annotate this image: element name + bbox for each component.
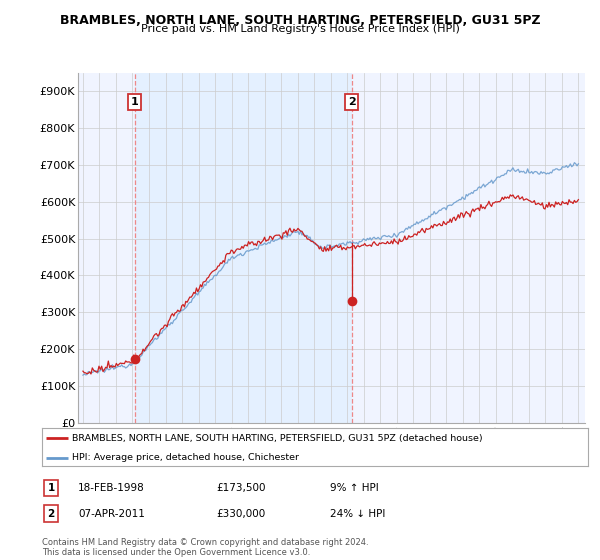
Text: Contains HM Land Registry data © Crown copyright and database right 2024.
This d: Contains HM Land Registry data © Crown c… xyxy=(42,538,368,557)
Text: 24% ↓ HPI: 24% ↓ HPI xyxy=(330,508,385,519)
Text: 2: 2 xyxy=(348,97,356,108)
Text: 9% ↑ HPI: 9% ↑ HPI xyxy=(330,483,379,493)
Text: 18-FEB-1998: 18-FEB-1998 xyxy=(78,483,145,493)
Text: 1: 1 xyxy=(131,97,139,108)
Text: £173,500: £173,500 xyxy=(216,483,265,493)
Text: 2: 2 xyxy=(47,508,55,519)
Text: £330,000: £330,000 xyxy=(216,508,265,519)
Text: 07-APR-2011: 07-APR-2011 xyxy=(78,508,145,519)
Text: BRAMBLES, NORTH LANE, SOUTH HARTING, PETERSFIELD, GU31 5PZ (detached house): BRAMBLES, NORTH LANE, SOUTH HARTING, PET… xyxy=(72,433,482,442)
Text: BRAMBLES, NORTH LANE, SOUTH HARTING, PETERSFIELD, GU31 5PZ: BRAMBLES, NORTH LANE, SOUTH HARTING, PET… xyxy=(59,14,541,27)
Text: HPI: Average price, detached house, Chichester: HPI: Average price, detached house, Chic… xyxy=(72,453,299,462)
Text: Price paid vs. HM Land Registry's House Price Index (HPI): Price paid vs. HM Land Registry's House … xyxy=(140,24,460,34)
Bar xyxy=(134,73,352,423)
Text: 1: 1 xyxy=(47,483,55,493)
